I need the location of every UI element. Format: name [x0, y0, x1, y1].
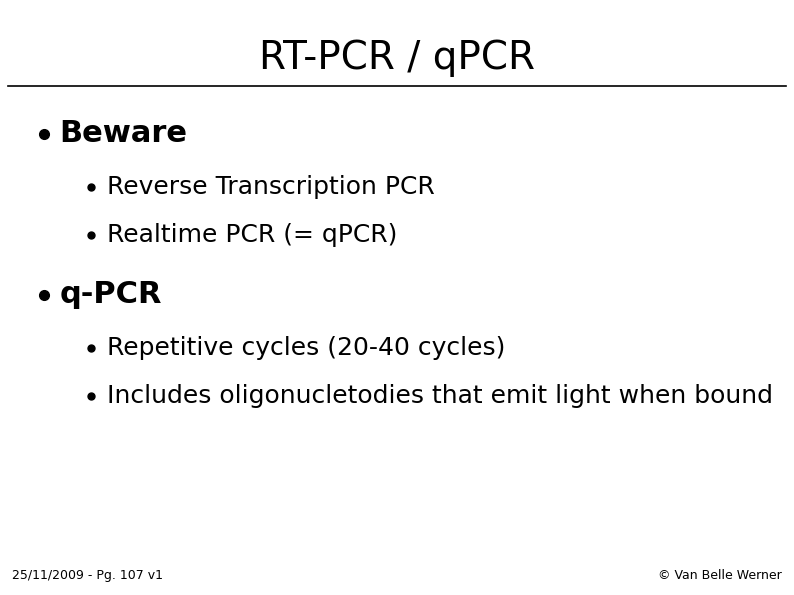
Text: © Van Belle Werner: © Van Belle Werner: [658, 569, 782, 582]
Text: 25/11/2009 - Pg. 107 v1: 25/11/2009 - Pg. 107 v1: [12, 569, 163, 582]
Text: Realtime PCR (= qPCR): Realtime PCR (= qPCR): [107, 223, 398, 247]
Text: Repetitive cycles (20-40 cycles): Repetitive cycles (20-40 cycles): [107, 336, 506, 360]
Text: q-PCR: q-PCR: [60, 280, 162, 309]
Text: Beware: Beware: [60, 120, 187, 148]
Text: Reverse Transcription PCR: Reverse Transcription PCR: [107, 176, 435, 199]
Text: Includes oligonucletodies that emit light when bound: Includes oligonucletodies that emit ligh…: [107, 384, 773, 408]
Text: RT-PCR / qPCR: RT-PCR / qPCR: [259, 39, 535, 77]
